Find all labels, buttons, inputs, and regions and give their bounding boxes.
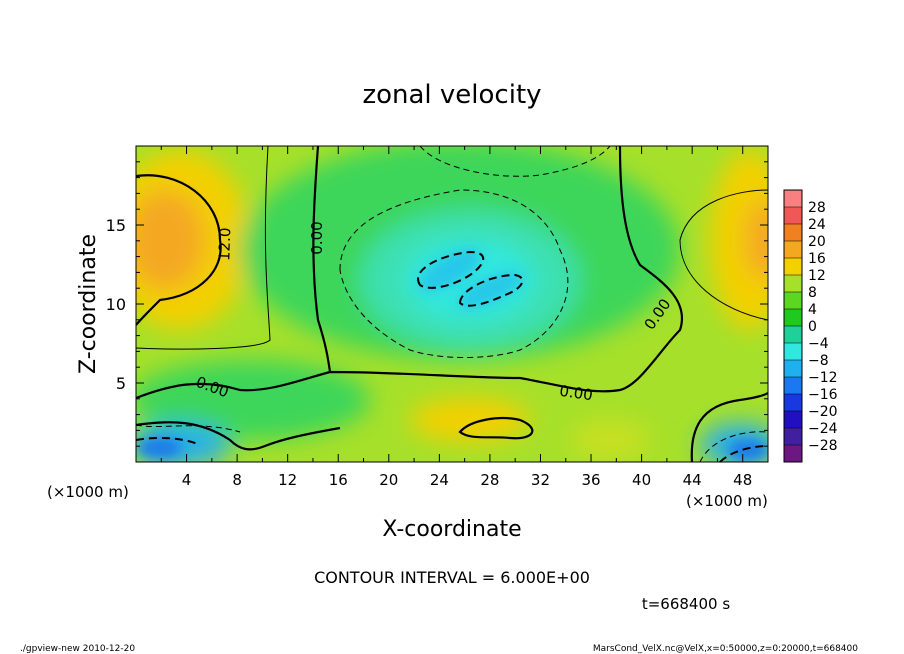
- contour-label-0-c: 0.00: [558, 382, 594, 404]
- colorbar-label: 12: [808, 268, 826, 284]
- y-tick-label: 5: [116, 374, 126, 393]
- colorbar-segment: [784, 343, 802, 361]
- contour-pos-thin: [136, 146, 271, 350]
- contour-pos-thin-right: [679, 189, 768, 321]
- plot-area: 12.0 0.00 0.00 0.00 0.00: [136, 146, 768, 462]
- colorbar-segment: [784, 258, 802, 276]
- x-axis-title: X-coordinate: [382, 517, 521, 542]
- contour-neg-bottom-left: [136, 424, 241, 433]
- colorbar-label: 20: [808, 234, 826, 250]
- x-tick-label: 16: [329, 471, 348, 489]
- x-tick-label: 12: [278, 471, 297, 489]
- x-tick-label: 20: [379, 471, 398, 489]
- colorbar-label: 4: [808, 302, 817, 318]
- colorbar-segment: [784, 377, 802, 395]
- colorbar-segment: [784, 360, 802, 378]
- colorbar-label: −16: [808, 387, 838, 403]
- colorbar-segment: [784, 445, 802, 463]
- x-tick-label: 40: [632, 471, 651, 489]
- colorbar-segment: [784, 292, 802, 310]
- colorbar-label: −8: [808, 353, 829, 369]
- colorbar-segment: [784, 309, 802, 327]
- x-tick-label: 28: [480, 471, 499, 489]
- colorbar-label: −24: [808, 421, 838, 437]
- footer-left: ./gpview-new 2010-12-20: [20, 644, 135, 654]
- x-axis: 4 8 12 16 20 24 28 32 36 40 44 48: [135, 146, 769, 489]
- colorbar-label: 28: [808, 200, 826, 216]
- contour-label-12: 12.0: [215, 227, 234, 261]
- y-tick-label: 10: [106, 295, 126, 314]
- colorbar-label: −4: [808, 336, 829, 352]
- colorbar-segment: [784, 190, 802, 208]
- colorbar-label: −12: [808, 370, 838, 386]
- footer-right: MarsCond_VelX.nc@VelX,x=0:50000,z=0:2000…: [593, 644, 858, 654]
- contour-zero-main: [136, 146, 683, 400]
- x-tick-label: 36: [581, 471, 600, 489]
- contour-neg-dashed: [339, 189, 569, 358]
- x-tick-label: 32: [531, 471, 550, 489]
- x-tick-label: 8: [232, 471, 242, 489]
- x-unit-left: (×1000 m): [47, 483, 129, 501]
- chart-title: zonal velocity: [362, 80, 541, 110]
- colorbar-segment: [784, 224, 802, 242]
- colorbar-segment: [784, 428, 802, 446]
- contour-neg-thick-br: [719, 445, 768, 462]
- colorbar-label: 0: [808, 319, 817, 335]
- x-tick-label: 44: [683, 471, 702, 489]
- contour-zero-right: [690, 392, 768, 462]
- contour-neg-dashed-top: [419, 146, 611, 177]
- contour-neg-thick-b: [458, 273, 524, 307]
- colorbar-label: 8: [808, 285, 817, 301]
- contour-neg-bottom-right: [699, 431, 768, 462]
- colorbar-segment: [784, 394, 802, 412]
- colorbar-label: −28: [808, 438, 838, 454]
- contour-zero-left: [312, 146, 332, 373]
- y-axis: 5 10 15: [106, 145, 768, 463]
- contour-zero-bottom: [136, 421, 341, 451]
- contour-interval: CONTOUR INTERVAL = 6.000E+00: [314, 568, 590, 587]
- y-tick-label: 15: [106, 216, 126, 235]
- colorbar-label: −20: [808, 404, 838, 420]
- colorbar-segment: [784, 207, 802, 225]
- x-tick-label: 24: [430, 471, 449, 489]
- x-unit-right: (×1000 m): [686, 492, 768, 510]
- contour-twelve: [136, 174, 222, 326]
- colorbar-label: 16: [808, 251, 826, 267]
- contour-neg-thick-a: [417, 250, 485, 289]
- colorbar-label: 24: [808, 217, 826, 233]
- time-label: t=668400 s: [642, 595, 730, 613]
- colorbar-segment: [784, 241, 802, 259]
- y-axis-title: Z-coordinate: [76, 234, 101, 374]
- contour-twelve-bottom: [458, 417, 534, 440]
- colorbar-segment: [784, 275, 802, 293]
- x-tick-label: 48: [733, 471, 752, 489]
- colorbar-segment: [784, 411, 802, 429]
- colorbar-segment: [784, 326, 802, 344]
- contour-neg-thick-bl: [136, 436, 201, 446]
- contour-label-0-a: 0.00: [308, 221, 326, 254]
- x-tick-label: 4: [182, 471, 192, 489]
